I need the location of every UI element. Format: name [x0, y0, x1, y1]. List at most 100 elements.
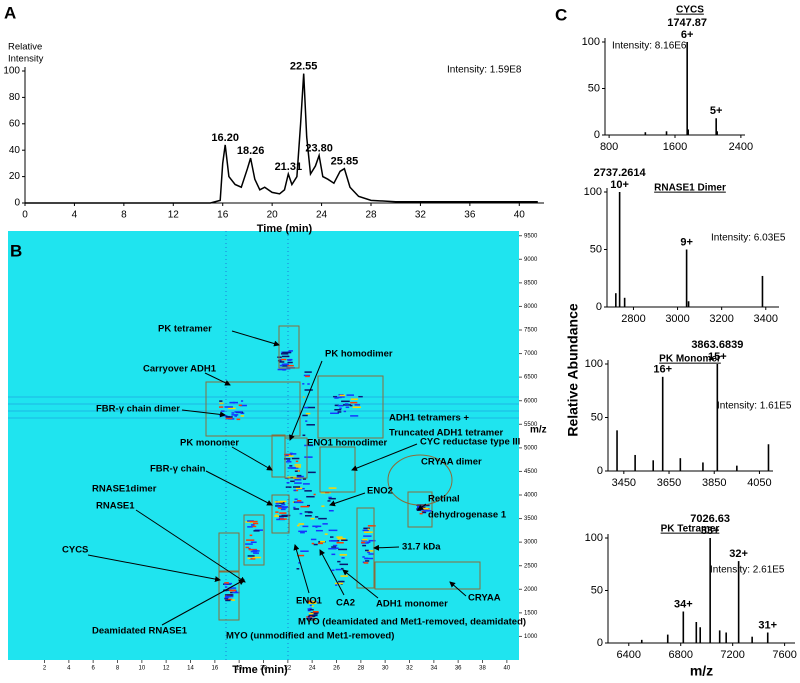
heatmap-spot	[224, 594, 234, 596]
heatmap-spot	[302, 478, 307, 480]
y-tick-label: 9000	[524, 257, 538, 263]
heatmap-spot	[342, 404, 352, 406]
heatmap-spot	[337, 404, 344, 407]
heatmap-spot	[219, 406, 224, 408]
heatmap-spot	[280, 353, 289, 355]
intensity-label: Intensity: 8.16E6	[612, 41, 687, 52]
heatmap-spot	[334, 582, 344, 585]
heatmap-spot	[296, 475, 304, 478]
arrow	[231, 330, 280, 347]
heatmap-spot	[224, 596, 229, 599]
heatmap-spot	[337, 537, 346, 540]
annotation: MYO (deamidated and Met1-removed, deamid…	[298, 617, 526, 628]
heatmap-spot	[289, 465, 293, 467]
x-tick-label: 2	[43, 666, 47, 672]
heatmap-spot	[224, 598, 233, 601]
y-tick-label: 40	[9, 145, 21, 156]
heatmap-spot	[366, 550, 374, 552]
heatmap-spot	[320, 491, 329, 494]
heatmap-spot	[232, 591, 240, 594]
y-tick-label: 9500	[524, 233, 538, 239]
annotation: CYC reductase type III	[420, 437, 520, 448]
heatmap-spot	[249, 534, 253, 537]
x-tick-label: 36	[455, 666, 462, 672]
heatmap-spot	[337, 411, 342, 413]
heatmap-spot	[307, 617, 313, 619]
heatmap-spot	[240, 412, 245, 414]
heatmap-spot	[308, 614, 318, 617]
y-tick-label: 60	[9, 118, 21, 129]
arrow	[329, 492, 366, 507]
heatmap-spot	[286, 481, 290, 484]
heatmap-spot	[248, 547, 251, 550]
arrow	[373, 544, 400, 551]
x-axis-label: m/z	[690, 663, 713, 679]
y-tick-label: 5500	[524, 422, 538, 428]
annotation: CRYAA dimer	[421, 457, 482, 468]
arrow	[161, 579, 245, 626]
heatmap-spot	[297, 524, 300, 527]
peak-label: 1747.87	[667, 17, 707, 29]
annotation: Truncated ADH1 tetramer	[389, 428, 504, 439]
panel-label: C	[555, 5, 567, 24]
heatmap-spot	[313, 493, 316, 496]
heatmap-spot	[308, 608, 314, 611]
heatmap-spot	[313, 543, 318, 546]
peak-label: 5+	[710, 105, 723, 117]
region-box	[271, 494, 290, 534]
heatmap-spot	[367, 551, 370, 554]
panel-label: A	[4, 3, 16, 22]
x-tick-label: 24	[316, 210, 328, 221]
heatmap-spot	[277, 356, 282, 358]
y-tick-label: 6000	[524, 398, 538, 404]
y-tick-label: 100	[584, 186, 602, 198]
y-tick-label: 0	[594, 129, 600, 141]
heatmap-spot	[284, 453, 291, 456]
heatmap-spot	[285, 486, 292, 488]
heatmap-spot	[245, 546, 249, 549]
heatmap-spot	[300, 550, 309, 552]
x-tick-label: 22	[284, 666, 291, 672]
x-tick-label: 32	[415, 210, 427, 221]
heatmap-spot	[350, 401, 358, 404]
x-tick-label: 3000	[665, 313, 689, 325]
heatmap-spot	[297, 554, 305, 557]
heatmap-spot	[343, 410, 347, 413]
heatmap-spot	[328, 509, 334, 512]
x-tick-label: 7200	[720, 649, 744, 661]
peak-label: 34+	[674, 598, 693, 610]
heatmap-spot	[349, 404, 353, 407]
x-tick-label: 4	[67, 666, 71, 672]
y-tick-label: 50	[591, 411, 603, 423]
heatmap-spot	[281, 514, 291, 517]
heatmap-spot	[362, 544, 367, 547]
heatmap-spot	[304, 456, 313, 458]
heatmap-spot	[307, 608, 311, 610]
peak-label: 21.31	[275, 161, 303, 173]
heatmap-spot	[365, 549, 369, 552]
heatmap-spot	[274, 501, 283, 503]
heatmap-spot	[312, 600, 317, 603]
heatmap-spot	[302, 483, 310, 485]
heatmap-spot	[318, 517, 327, 520]
heatmap-spot	[296, 568, 300, 570]
heatmap-spot	[312, 615, 316, 618]
heatmap-spot	[238, 404, 242, 407]
heatmap-spot	[252, 524, 255, 526]
intensity-label: Intensity: 6.03E5	[711, 233, 786, 244]
x-tick-label: 6	[91, 666, 95, 672]
heatmap-spot	[275, 511, 279, 513]
heatmap-spot	[294, 479, 302, 481]
heatmap-spot	[275, 514, 278, 516]
annotation: FBR-γ chain	[150, 464, 206, 475]
heatmap-spot	[285, 455, 294, 457]
peak-label: 3863.6839	[691, 339, 743, 351]
x-tick-label: 18	[236, 666, 243, 672]
heatmap-spot	[419, 512, 423, 515]
heatmap-spot	[296, 474, 302, 477]
heatmap-spot	[311, 605, 314, 607]
annotation: PK monomer	[180, 438, 239, 449]
heatmap-spot	[280, 507, 287, 509]
annotation: Deamidated RNASE1	[92, 626, 188, 637]
x-tick-label: 28	[365, 210, 377, 221]
